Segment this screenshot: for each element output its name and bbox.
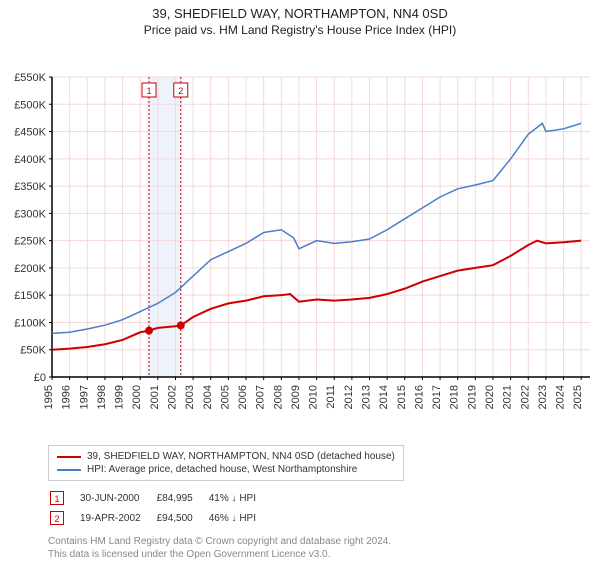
legend-swatch	[57, 469, 81, 471]
svg-text:1995: 1995	[43, 385, 55, 409]
sale-delta: 41% ↓ HPI	[209, 489, 270, 507]
svg-text:£100K: £100K	[14, 317, 46, 329]
svg-text:2001: 2001	[149, 385, 161, 409]
chart-svg: £0 £50K £100K £150K £200K £250K £300K £350K £400…	[0, 37, 600, 437]
svg-text:2019: 2019	[466, 385, 478, 409]
svg-text:1996: 1996	[61, 385, 73, 409]
legend-item: HPI: Average price, detached house, West…	[57, 463, 395, 476]
sale-point	[177, 321, 185, 329]
svg-text:£500K: £500K	[14, 99, 46, 111]
svg-text:2003: 2003	[184, 385, 196, 409]
sale-point	[145, 327, 153, 335]
sale-row: 2 19-APR-2002£94,50046% ↓ HPI	[50, 509, 270, 527]
svg-text:2005: 2005	[219, 385, 231, 409]
svg-text:£450K: £450K	[14, 127, 46, 139]
svg-text:£0: £0	[34, 372, 46, 384]
sale-date: 19-APR-2002	[80, 509, 155, 527]
svg-text:2006: 2006	[237, 385, 249, 409]
svg-text:2023: 2023	[537, 385, 549, 409]
svg-text:£150K: £150K	[14, 290, 46, 302]
footer-line-1: Contains HM Land Registry data © Crown c…	[48, 535, 600, 548]
svg-text:2000: 2000	[131, 385, 143, 409]
svg-text:1998: 1998	[96, 385, 108, 409]
svg-text:2016: 2016	[413, 385, 425, 409]
svg-text:£300K: £300K	[14, 208, 46, 220]
svg-text:2021: 2021	[502, 385, 514, 409]
svg-text:2020: 2020	[484, 385, 496, 409]
svg-text:2007: 2007	[255, 385, 267, 409]
svg-text:2013: 2013	[361, 385, 373, 409]
legend: 39, SHEDFIELD WAY, NORTHAMPTON, NN4 0SD …	[48, 445, 404, 481]
chart-container: 39, SHEDFIELD WAY, NORTHAMPTON, NN4 0SD …	[0, 0, 600, 561]
legend-label: 39, SHEDFIELD WAY, NORTHAMPTON, NN4 0SD …	[87, 451, 395, 462]
svg-text:£50K: £50K	[20, 345, 46, 357]
sale-price: £84,995	[157, 489, 207, 507]
svg-text:2014: 2014	[378, 385, 390, 409]
chart-subtitle: Price paid vs. HM Land Registry's House …	[0, 23, 600, 37]
svg-text:£550K: £550K	[14, 72, 46, 84]
sale-price: £94,500	[157, 509, 207, 527]
svg-text:£350K: £350K	[14, 181, 46, 193]
svg-text:2022: 2022	[519, 385, 531, 409]
svg-text:1997: 1997	[78, 385, 90, 409]
sale-badge: 2	[50, 511, 64, 525]
svg-text:£400K: £400K	[14, 154, 46, 166]
legend-label: HPI: Average price, detached house, West…	[87, 464, 357, 475]
svg-text:2024: 2024	[555, 385, 567, 409]
footer-line-2: This data is licensed under the Open Gov…	[48, 548, 600, 561]
svg-text:2004: 2004	[202, 385, 214, 409]
svg-text:1999: 1999	[114, 385, 126, 409]
svg-text:2002: 2002	[166, 385, 178, 409]
sale-delta: 46% ↓ HPI	[209, 509, 270, 527]
svg-text:2008: 2008	[272, 385, 284, 409]
sale-date: 30-JUN-2000	[80, 489, 155, 507]
chart-plot: £0 £50K £100K £150K £200K £250K £300K £350K £400…	[0, 37, 600, 437]
footer-attribution: Contains HM Land Registry data © Crown c…	[48, 535, 600, 561]
sale-row: 1 30-JUN-2000£84,99541% ↓ HPI	[50, 489, 270, 507]
svg-text:£200K: £200K	[14, 263, 46, 275]
sales-table: 1 30-JUN-2000£84,99541% ↓ HPI 2 19-APR-2002…	[48, 487, 272, 529]
svg-text:2017: 2017	[431, 385, 443, 409]
legend-item: 39, SHEDFIELD WAY, NORTHAMPTON, NN4 0SD …	[57, 450, 395, 463]
svg-text:1: 1	[147, 86, 152, 96]
svg-text:2012: 2012	[343, 385, 355, 409]
sale-badge: 1	[50, 491, 64, 505]
svg-text:2018: 2018	[449, 385, 461, 409]
svg-text:2010: 2010	[308, 385, 320, 409]
svg-text:2015: 2015	[396, 385, 408, 409]
chart-titles: 39, SHEDFIELD WAY, NORTHAMPTON, NN4 0SD …	[0, 0, 600, 37]
svg-text:£250K: £250K	[14, 236, 46, 248]
chart-title: 39, SHEDFIELD WAY, NORTHAMPTON, NN4 0SD	[0, 6, 600, 21]
svg-text:2025: 2025	[572, 385, 584, 409]
svg-text:2009: 2009	[290, 385, 302, 409]
svg-text:2: 2	[178, 86, 183, 96]
svg-text:2011: 2011	[325, 385, 337, 409]
legend-swatch	[57, 456, 81, 458]
